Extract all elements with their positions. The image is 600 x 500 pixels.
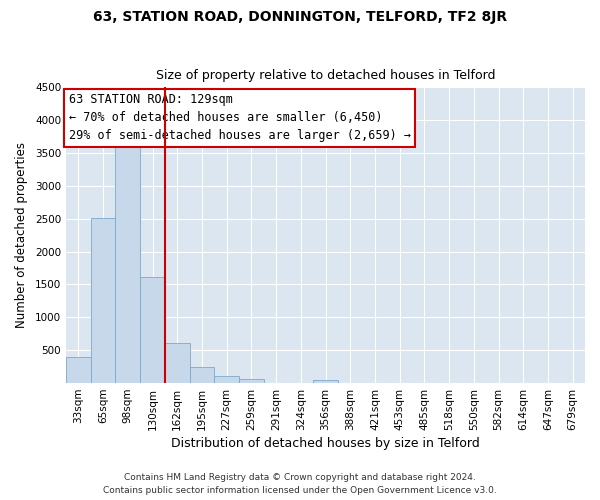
X-axis label: Distribution of detached houses by size in Telford: Distribution of detached houses by size … <box>171 437 480 450</box>
Bar <box>190 366 214 383</box>
Text: 63 STATION ROAD: 129sqm
← 70% of detached houses are smaller (6,450)
29% of semi: 63 STATION ROAD: 129sqm ← 70% of detache… <box>68 93 410 142</box>
Text: Contains HM Land Registry data © Crown copyright and database right 2024.
Contai: Contains HM Land Registry data © Crown c… <box>103 473 497 495</box>
Bar <box>214 376 239 383</box>
Bar <box>66 358 91 383</box>
Title: Size of property relative to detached houses in Telford: Size of property relative to detached ho… <box>156 69 495 82</box>
Bar <box>115 140 140 383</box>
Bar <box>140 278 165 383</box>
Bar <box>239 379 264 383</box>
Bar <box>165 343 190 383</box>
Y-axis label: Number of detached properties: Number of detached properties <box>15 142 28 328</box>
Bar <box>91 218 115 383</box>
Bar <box>313 380 338 383</box>
Text: 63, STATION ROAD, DONNINGTON, TELFORD, TF2 8JR: 63, STATION ROAD, DONNINGTON, TELFORD, T… <box>93 10 507 24</box>
